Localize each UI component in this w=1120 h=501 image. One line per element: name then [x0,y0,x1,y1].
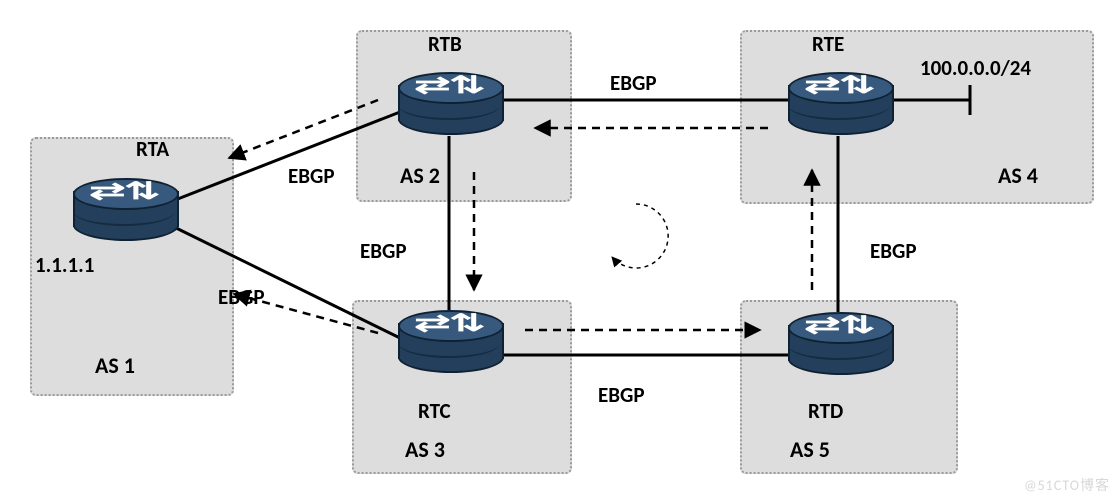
label-rte: RTE [812,31,844,57]
label-rta: RTA [136,136,169,162]
ebgp-label: EBGP [218,284,265,310]
as-label-3: AS 3 [405,436,445,463]
router-rtc: ⇄⇅ [398,310,500,373]
ip-rta: 1.1.1.1 [35,252,94,278]
label-rtc: RTC [418,398,451,424]
router-rtd: ⇄⇅ [788,312,890,375]
ebgp-label: EBGP [870,238,917,264]
ebgp-label: EBGP [288,163,335,189]
router-rtb: ⇄⇅ [398,72,500,135]
as-label-4: AS 4 [998,162,1038,189]
as-label-1: AS 1 [95,352,135,379]
ebgp-label: EBGP [360,238,407,264]
label-rtb: RTB [428,31,462,57]
as-label-5: AS 5 [790,436,830,463]
router-rta: ⇄⇅ [73,178,175,241]
loop-arrow [612,204,668,268]
router-rte: ⇄⇅ [788,72,890,135]
ebgp-label: EBGP [610,70,657,96]
diagram-canvas: ⇄⇅ ⇄⇅ ⇄⇅ ⇄⇅ ⇄⇅ AS 1 AS 2 AS 3 AS 4 AS 5 … [0,0,1120,501]
net-rte: 100.0.0.0/24 [920,55,1031,81]
ebgp-label: EBGP [598,382,645,408]
watermark: @51CTO博客 [1024,475,1110,495]
label-rtd: RTD [808,398,843,424]
as-label-2: AS 2 [400,162,440,189]
